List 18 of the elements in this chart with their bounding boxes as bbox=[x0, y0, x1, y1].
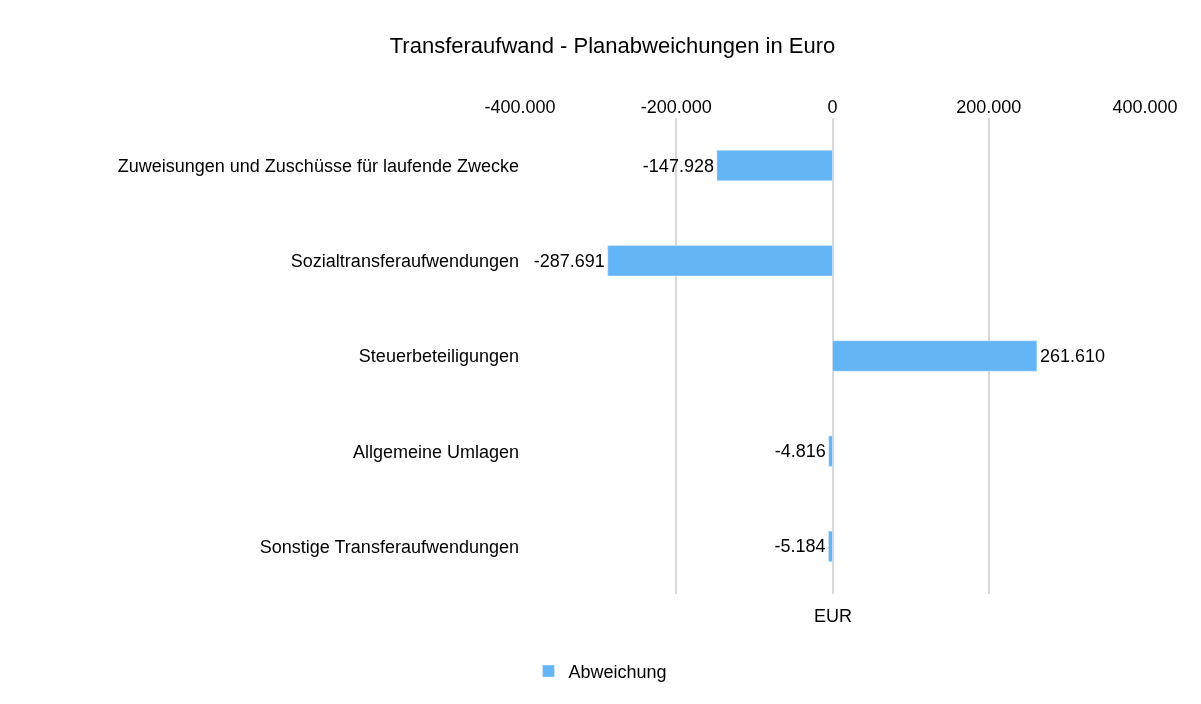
y-tick-label: Sozialtransferaufwendungen bbox=[290, 251, 519, 272]
data-label: -287.691 bbox=[533, 250, 605, 271]
y-tick-label: Allgemeine Umlagen bbox=[352, 441, 519, 462]
y-tick-label: Sonstige Transferaufwendungen bbox=[259, 536, 519, 557]
x-tick-label: -400.000 bbox=[484, 97, 556, 118]
x-tick-label: 200.000 bbox=[956, 97, 1022, 118]
x-tick-label: 400.000 bbox=[1112, 97, 1178, 118]
x-tick-label: -200.000 bbox=[640, 97, 712, 118]
y-tick-label: Zuweisungen und Zuschüsse für laufende Zwecke bbox=[117, 155, 519, 176]
data-label: 261.610 bbox=[1039, 346, 1105, 366]
y-tick-label: Steuerbeteiligungen bbox=[358, 346, 519, 367]
x-tick-label: 0 bbox=[827, 97, 838, 118]
x-axis-title: EUR bbox=[814, 606, 853, 626]
data-label: -4.816 bbox=[774, 441, 826, 462]
data-label: -5.184 bbox=[774, 536, 826, 557]
legend-label: Abweichung bbox=[568, 662, 667, 683]
data-label: -147.928 bbox=[642, 155, 714, 176]
chart-title: Transferaufwand - Planabweichungen in Euro bbox=[389, 33, 836, 59]
